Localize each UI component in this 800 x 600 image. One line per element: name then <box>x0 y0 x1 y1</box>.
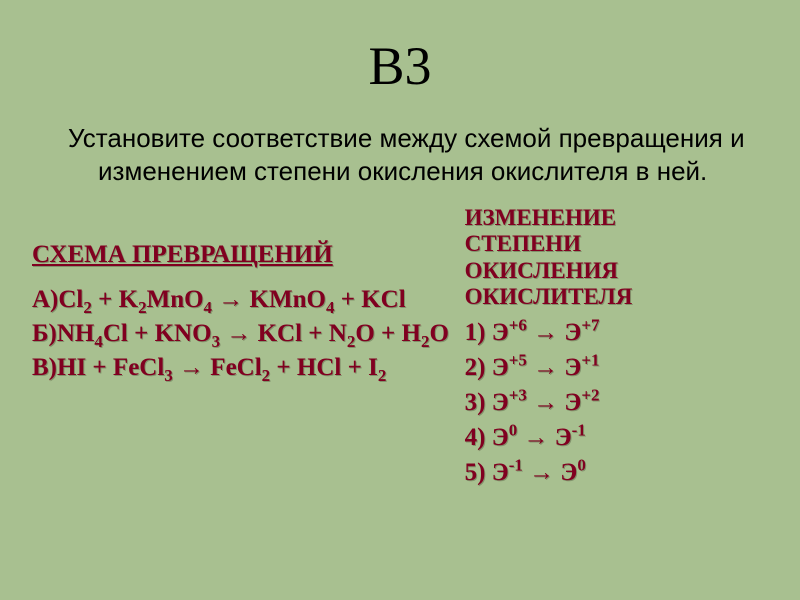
equations-list: А)Cl2 + K2MnO4 → KMnO4 + KClБ)NH4Cl + KN… <box>32 283 459 384</box>
option-row: 2) Э+5 → Э+1 <box>465 350 780 385</box>
options-column: ИЗМЕНЕНИЕСТЕПЕНИОКИСЛЕНИЯОКИСЛИТЕЛЯ 1) Э… <box>459 205 780 490</box>
schemes-column: СХЕМА ПРЕВРАЩЕНИЙ А)Cl2 + K2MnO4 → KMnO4… <box>32 205 459 490</box>
slide-title: В3 <box>0 0 800 122</box>
option-row: 5) Э-1 → Э0 <box>465 455 780 490</box>
schemes-heading: СХЕМА ПРЕВРАЩЕНИЙ <box>32 241 459 269</box>
equation-row: А)Cl2 + K2MnO4 → KMnO4 + KCl <box>32 283 459 317</box>
option-row: 3) Э+3 → Э+2 <box>465 385 780 420</box>
equation-row: Б)NH4Cl + KNO3 → KCl + N2O + H2O <box>32 317 459 351</box>
options-list: 1) Э+6 → Э+72) Э+5 → Э+13) Э+3 → Э+24) Э… <box>465 315 780 490</box>
equation-row: В)HI + FeCl3 → FeCl2 + HCl + I2 <box>32 351 459 385</box>
options-heading: ИЗМЕНЕНИЕСТЕПЕНИОКИСЛЕНИЯОКИСЛИТЕЛЯ <box>465 205 780 311</box>
content-columns: СХЕМА ПРЕВРАЩЕНИЙ А)Cl2 + K2MnO4 → KMnO4… <box>0 187 800 490</box>
task-prompt: Установите соответствие между схемой пре… <box>30 122 800 187</box>
option-row: 4) Э0 → Э-1 <box>465 420 780 455</box>
option-row: 1) Э+6 → Э+7 <box>465 315 780 350</box>
